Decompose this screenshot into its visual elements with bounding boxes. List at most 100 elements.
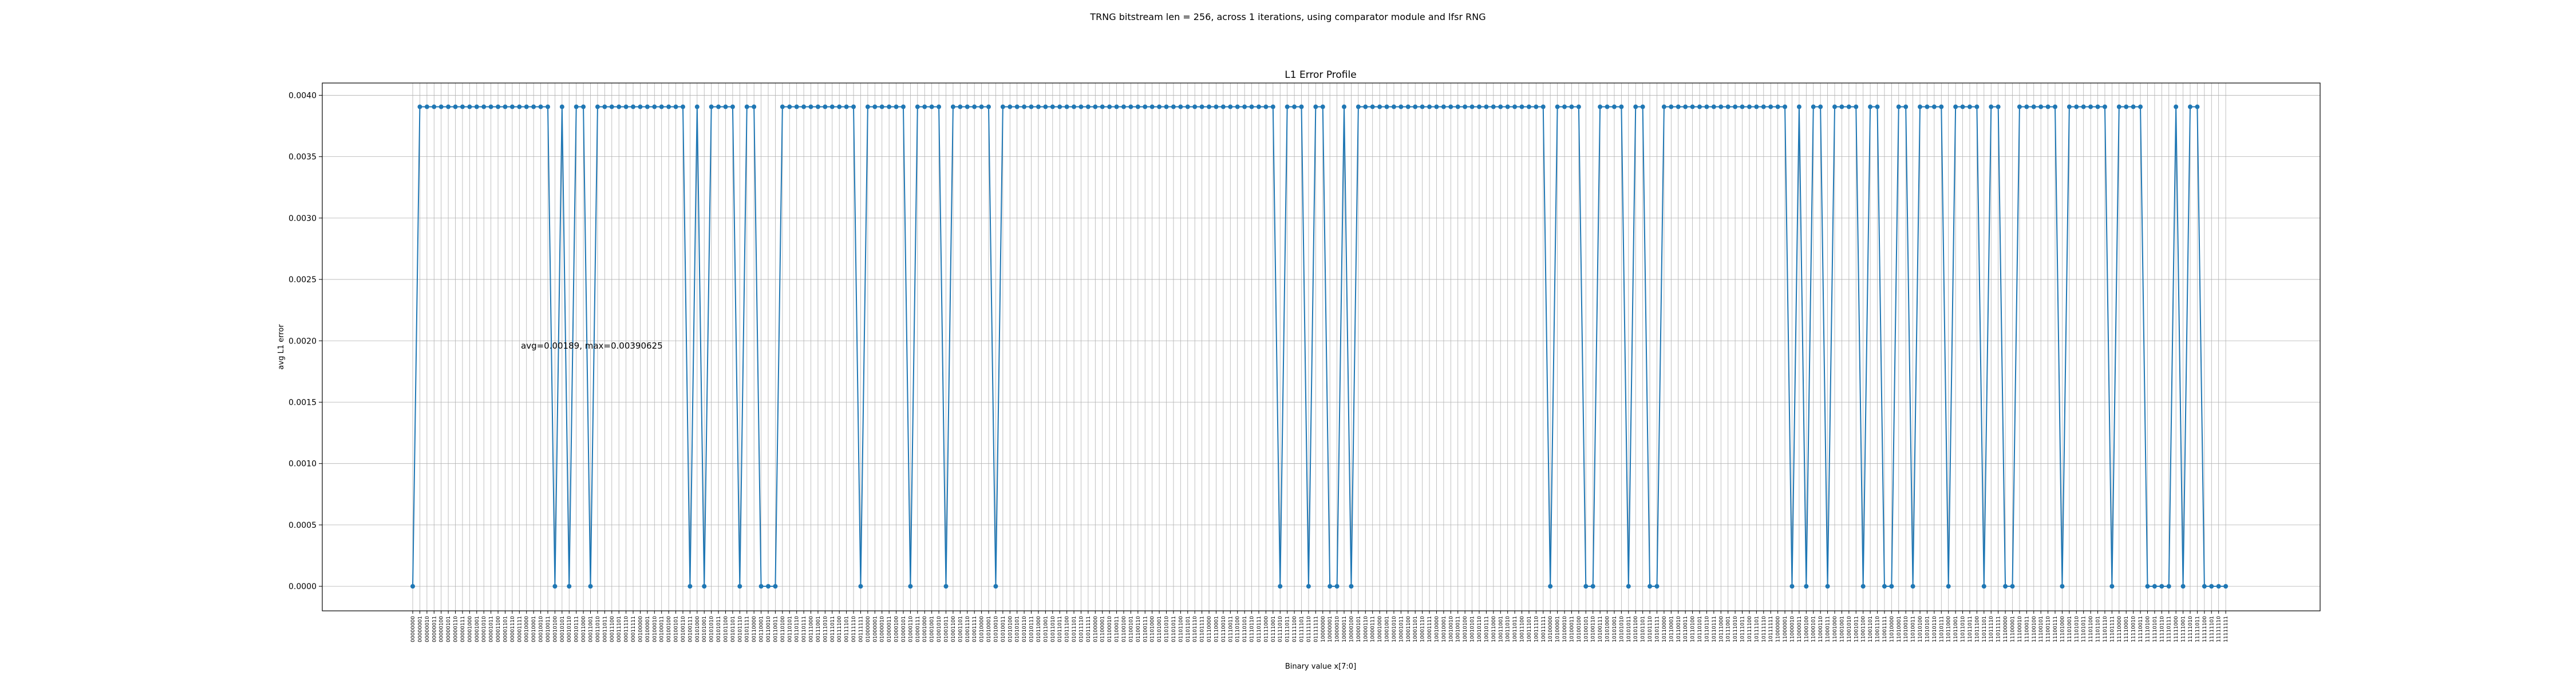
data-point xyxy=(559,104,564,109)
data-point xyxy=(1946,584,1951,589)
x-tick-label: 10100010 xyxy=(1562,616,1568,642)
data-point xyxy=(652,104,657,109)
x-tick-label: 10000101 xyxy=(1356,616,1362,642)
x-tick-label: 11110011 xyxy=(2138,616,2144,642)
y-tick-label: 0.0030 xyxy=(289,214,317,223)
x-tick-label: 00000001 xyxy=(417,616,423,642)
x-tick-label: 01101101 xyxy=(1186,616,1191,642)
data-point xyxy=(1377,104,1382,109)
data-point xyxy=(1434,104,1439,109)
x-tick-label: 01101001 xyxy=(1157,616,1163,642)
y-ticks: 0.0000 0.0005 0.0010 0.0015 0.0020 0.0025 0.00… xyxy=(289,91,322,591)
x-tick-label: 11100010 xyxy=(2017,616,2023,642)
x-tick-label: 00100010 xyxy=(652,616,658,642)
x-tick-label: 00010010 xyxy=(539,616,544,642)
data-point xyxy=(2088,104,2093,109)
data-point xyxy=(1093,104,1098,109)
data-point xyxy=(1676,104,1681,109)
x-tick-label: 00001110 xyxy=(510,616,516,642)
x-tick-label: 00001111 xyxy=(517,616,523,642)
data-point xyxy=(488,104,493,109)
x-tick-label: 00101001 xyxy=(702,616,708,642)
x-tick-label: 10001000 xyxy=(1377,616,1383,642)
data-point xyxy=(1121,104,1126,109)
data-point xyxy=(2216,584,2221,589)
data-point xyxy=(496,104,501,109)
x-tick-label: 00000100 xyxy=(439,616,445,642)
data-point xyxy=(1768,104,1773,109)
data-point xyxy=(1014,104,1020,109)
x-tick-label: 11110010 xyxy=(2131,616,2137,642)
x-tick-label: 10010011 xyxy=(1456,616,1461,642)
x-tick-label: 01111011 xyxy=(1285,616,1291,642)
x-tick-label: 00001011 xyxy=(489,616,495,642)
data-point xyxy=(1590,584,1595,589)
x-tick-label: 01000001 xyxy=(872,616,878,642)
data-point xyxy=(758,584,764,589)
data-point xyxy=(474,104,479,109)
data-point xyxy=(1925,104,1930,109)
data-point xyxy=(2180,584,2186,589)
x-tick-label: 00111101 xyxy=(844,616,850,642)
x-tick-label: 11000110 xyxy=(1818,616,1824,642)
x-tick-label: 00010110 xyxy=(567,616,572,642)
x-tick-label: 10011111 xyxy=(1541,616,1547,642)
x-tick-label: 11111101 xyxy=(2209,616,2215,642)
x-tick-label: 11000111 xyxy=(1826,616,1831,642)
x-tick-label: 01101100 xyxy=(1178,616,1184,642)
x-tick-label: 11110100 xyxy=(2145,616,2151,642)
x-tick-label: 01001010 xyxy=(937,616,942,642)
plot-frame xyxy=(322,82,2321,611)
data-point xyxy=(979,104,984,109)
x-tick-label: 00110011 xyxy=(773,616,779,642)
x-tick-label: 00001010 xyxy=(481,616,487,642)
data-point xyxy=(1491,104,1496,109)
x-tick-label: 11010111 xyxy=(1939,616,1945,642)
x-tick-label: 11011111 xyxy=(1996,616,2002,642)
data-point xyxy=(1199,104,1204,109)
data-point xyxy=(1441,104,1446,109)
x-tick-label: 01100110 xyxy=(1136,616,1141,642)
data-point xyxy=(1875,104,1880,109)
x-tick-label: 10111101 xyxy=(1754,616,1760,642)
x-tick-label: 01011100 xyxy=(1065,616,1070,642)
x-tick-label: 11001011 xyxy=(1854,616,1859,642)
data-point xyxy=(1370,104,1375,109)
x-tick-label: 01111110 xyxy=(1306,616,1312,642)
data-point xyxy=(602,104,607,109)
x-tick-label: 00010100 xyxy=(552,616,558,642)
data-point xyxy=(1882,584,1887,589)
data-point xyxy=(1796,104,1801,109)
data-point xyxy=(1285,104,1290,109)
data-point xyxy=(680,104,685,109)
x-tick-label: 01000100 xyxy=(894,616,900,642)
x-tick-label: 00101101 xyxy=(730,616,736,642)
x-tick-label: 10000111 xyxy=(1370,616,1376,642)
x-tick-label: 00010000 xyxy=(524,616,530,642)
x-tick-label: 10111000 xyxy=(1718,616,1724,642)
x-tick-label: 00101110 xyxy=(737,616,743,642)
data-point xyxy=(858,584,863,589)
data-point xyxy=(794,104,799,109)
data-point xyxy=(1220,104,1226,109)
x-tick-label: 11111000 xyxy=(2174,616,2179,642)
data-point xyxy=(1072,104,1077,109)
y-tick-label: 0.0005 xyxy=(289,521,317,530)
x-tick-label: 01011110 xyxy=(1078,616,1084,642)
data-point xyxy=(829,104,835,109)
x-tick-label: 01111101 xyxy=(1299,616,1305,642)
data-point xyxy=(752,104,757,109)
data-point xyxy=(1171,104,1176,109)
data-point xyxy=(2145,584,2150,589)
data-point xyxy=(467,104,472,109)
data-point xyxy=(1953,104,1958,109)
data-point xyxy=(808,104,813,109)
x-tick-label: 11100001 xyxy=(2010,616,2016,642)
x-tick-label: 00011101 xyxy=(617,616,622,642)
x-tick-label: 10110010 xyxy=(1676,616,1682,642)
data-point xyxy=(1811,104,1816,109)
x-tick-label: 11000101 xyxy=(1811,616,1817,642)
data-point xyxy=(1078,104,1084,109)
data-point xyxy=(2067,104,2072,109)
data-point xyxy=(1540,104,1546,109)
